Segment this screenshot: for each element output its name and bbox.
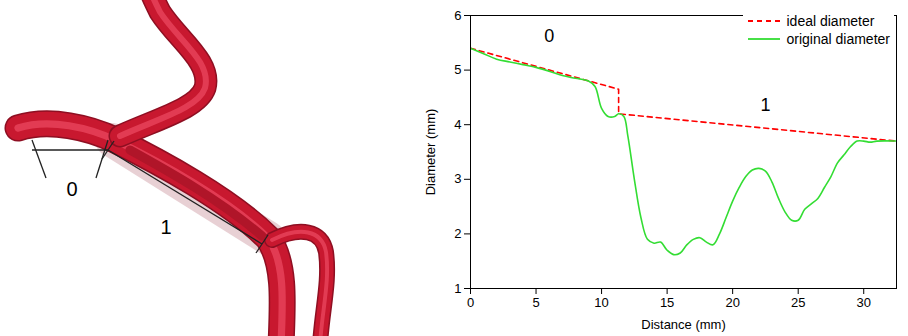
svg-text:4: 4 (454, 117, 461, 132)
svg-text:0: 0 (544, 26, 554, 46)
svg-text:Distance (mm): Distance (mm) (641, 317, 726, 332)
svg-text:5: 5 (454, 62, 461, 77)
svg-text:1: 1 (160, 216, 171, 238)
svg-text:30: 30 (856, 295, 870, 310)
svg-text:Diameter (mm): Diameter (mm) (423, 109, 438, 196)
svg-text:0: 0 (66, 178, 77, 200)
svg-text:0: 0 (467, 295, 474, 310)
svg-text:20: 20 (725, 295, 739, 310)
html-text:original diameter: original diameter (786, 31, 890, 47)
svg-text:3: 3 (454, 171, 461, 186)
html-text:ideal diameter: ideal diameter (786, 13, 875, 29)
svg-text:1: 1 (760, 95, 770, 115)
svg-text:15: 15 (660, 295, 674, 310)
svg-text:6: 6 (454, 8, 461, 23)
svg-text:25: 25 (791, 295, 805, 310)
svg-text:1: 1 (454, 281, 461, 296)
svg-text:2: 2 (454, 226, 461, 241)
svg-text:5: 5 (532, 295, 539, 310)
svg-text:10: 10 (594, 295, 608, 310)
